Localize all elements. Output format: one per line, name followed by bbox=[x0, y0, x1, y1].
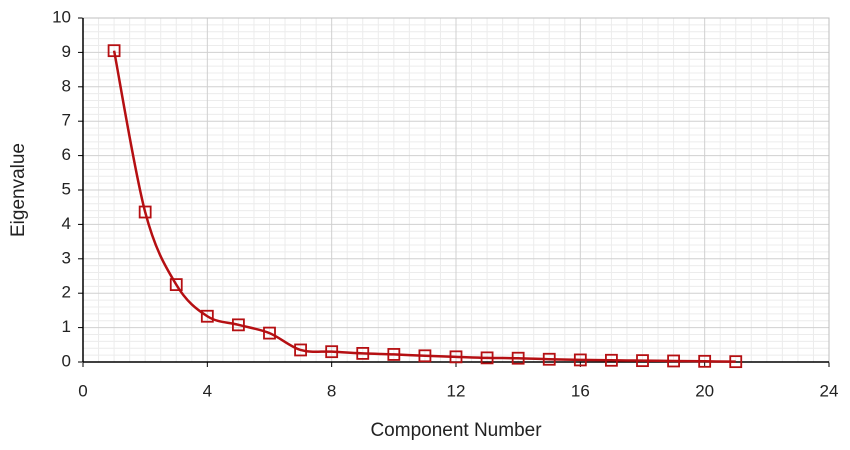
data-point bbox=[200, 309, 214, 323]
data-point bbox=[356, 346, 370, 360]
x-tick-label: 12 bbox=[447, 381, 466, 400]
x-tick-label: 4 bbox=[203, 381, 212, 400]
y-tick-label: 4 bbox=[62, 214, 71, 233]
data-point bbox=[387, 348, 401, 361]
data-point bbox=[542, 352, 556, 366]
data-point bbox=[169, 278, 183, 292]
data-point bbox=[325, 345, 339, 359]
data-point bbox=[729, 355, 743, 369]
y-tick-label: 0 bbox=[62, 351, 71, 370]
y-tick-label: 8 bbox=[62, 76, 71, 95]
y-tick-label: 3 bbox=[62, 248, 71, 267]
y-axis-title: Eigenvalue bbox=[8, 143, 29, 237]
x-tick-label: 8 bbox=[327, 381, 336, 400]
data-point bbox=[138, 205, 152, 219]
data-point bbox=[263, 326, 276, 340]
y-tick-label: 2 bbox=[62, 283, 71, 302]
data-point bbox=[449, 350, 463, 364]
x-tick-label: 20 bbox=[695, 381, 714, 400]
data-point bbox=[636, 354, 649, 368]
y-tick-label: 9 bbox=[62, 42, 71, 61]
x-tick-label: 0 bbox=[78, 381, 87, 400]
y-tick-label: 6 bbox=[62, 145, 71, 164]
data-point bbox=[232, 318, 245, 332]
data-point bbox=[605, 353, 618, 367]
data-point bbox=[107, 44, 121, 58]
y-tick-label: 7 bbox=[62, 111, 71, 130]
y-tick-label: 10 bbox=[52, 7, 71, 26]
y-tick-label: 5 bbox=[62, 179, 71, 198]
data-point bbox=[480, 351, 494, 365]
x-axis-title: Component Number bbox=[370, 420, 542, 441]
data-point bbox=[418, 349, 432, 363]
data-point bbox=[294, 343, 307, 357]
series-line bbox=[112, 50, 736, 363]
y-tick-label: 1 bbox=[62, 317, 71, 336]
x-tick-label: 24 bbox=[820, 381, 839, 400]
data-point bbox=[667, 354, 680, 368]
data-point bbox=[573, 353, 587, 367]
x-tick-label: 16 bbox=[571, 381, 590, 400]
data-point bbox=[698, 354, 712, 368]
data-point bbox=[511, 351, 525, 365]
